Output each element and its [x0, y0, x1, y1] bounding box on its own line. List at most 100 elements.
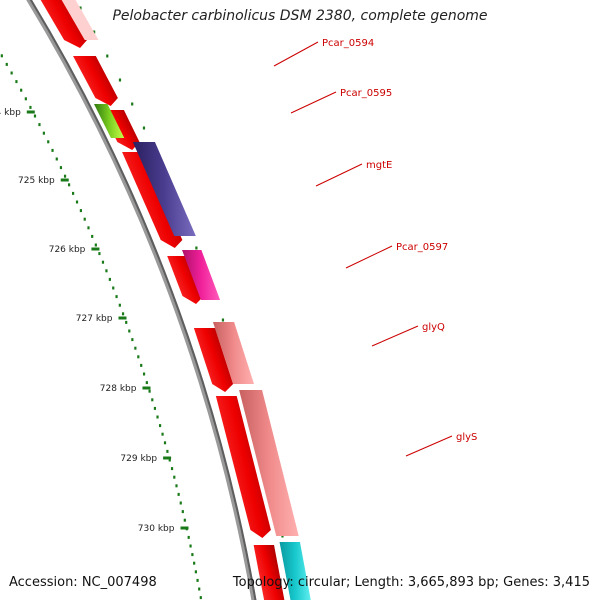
- gene-features: [40, 0, 311, 600]
- ruler-label: 724 kbp: [0, 108, 21, 118]
- major-tick: [180, 526, 189, 530]
- gene-label-4: glyQ: [422, 322, 445, 333]
- minor-tick: [189, 544, 192, 548]
- outer-tick: [93, 30, 96, 34]
- ruler-label: 728 kbp: [100, 384, 137, 394]
- minor-tick: [105, 269, 108, 273]
- minor-tick: [181, 510, 184, 514]
- minor-tick: [151, 398, 154, 402]
- minor-tick: [5, 62, 8, 66]
- ruler-label: 730 kbp: [138, 524, 175, 534]
- minor-tick: [131, 338, 134, 342]
- minor-tick: [63, 174, 67, 178]
- minor-tick: [183, 518, 186, 522]
- gene-label-2: mgtE: [366, 160, 392, 171]
- ruler-label: 725 kbp: [18, 176, 55, 186]
- minor-tick: [51, 148, 54, 152]
- cds-feature-2: [73, 56, 118, 106]
- minor-tick: [79, 209, 83, 213]
- backbone-line: [26, 0, 257, 600]
- minor-tick: [10, 71, 13, 75]
- minor-tick: [47, 140, 50, 144]
- cds-feature-5: [167, 256, 204, 304]
- minor-tick: [75, 200, 79, 204]
- major-tick: [163, 456, 172, 460]
- minor-tick: [198, 587, 201, 591]
- minor-tick: [177, 492, 180, 496]
- minor-tick: [59, 166, 63, 170]
- major-tick: [26, 110, 35, 114]
- minor-tick: [112, 286, 115, 290]
- minor-tick: [0, 54, 3, 58]
- minor-tick: [94, 243, 97, 247]
- minor-tick: [166, 449, 169, 453]
- outer-tick: [131, 102, 134, 106]
- minor-tick: [148, 389, 151, 393]
- minor-tick: [91, 234, 94, 238]
- genome-summary-text: Topology: circular; Length: 3,665,893 bp…: [232, 575, 590, 590]
- gene-label-3: Pcar_0597: [396, 242, 448, 253]
- minor-tick: [140, 363, 143, 367]
- feature-top-pale: [61, 0, 99, 40]
- cds-feature-1: [40, 0, 88, 48]
- minor-tick: [71, 191, 75, 195]
- minor-tick: [196, 578, 199, 582]
- outer-tick: [195, 246, 198, 250]
- minor-tick: [121, 312, 125, 316]
- minor-tick: [42, 131, 45, 135]
- minor-tick: [193, 561, 196, 565]
- minor-tick: [15, 80, 18, 84]
- major-tick: [118, 316, 127, 320]
- backbone-shadow: [29, 0, 257, 600]
- minor-tick: [142, 372, 146, 376]
- feature-glys: [239, 390, 299, 536]
- minor-tick: [38, 123, 41, 127]
- gene-label-1: Pcar_0595: [340, 88, 392, 99]
- minor-tick: [179, 501, 182, 505]
- minor-tick: [161, 432, 164, 436]
- cds-feature-7: [215, 396, 271, 538]
- outer-tick: [106, 54, 109, 58]
- outer-tick: [118, 78, 122, 82]
- leader-line: [290, 91, 337, 114]
- feature-glyq: [212, 322, 255, 384]
- leader-line: [273, 41, 319, 67]
- minor-tick: [156, 415, 159, 419]
- minor-tick: [175, 484, 178, 488]
- feature-pcar-0597: [182, 250, 221, 300]
- outer-tick: [142, 126, 146, 130]
- minor-tick: [115, 295, 118, 299]
- cds-feature-8: [253, 545, 285, 600]
- ruler-label: 726 kbp: [49, 245, 86, 255]
- minor-tick: [125, 320, 128, 324]
- minor-tick: [145, 381, 148, 385]
- minor-tick: [134, 346, 137, 350]
- cds-feature-6: [193, 328, 234, 392]
- minor-tick: [67, 183, 71, 187]
- minor-tick: [98, 252, 101, 256]
- outer-tick: [221, 318, 225, 322]
- ruler-label: 729 kbp: [120, 454, 157, 464]
- minor-tick: [83, 217, 86, 221]
- ruler-label: 727 kbp: [76, 314, 113, 324]
- major-tick: [142, 386, 151, 390]
- minor-tick: [118, 303, 121, 307]
- minor-tick: [168, 458, 171, 462]
- gene-label-0: Pcar_0594: [322, 38, 374, 49]
- minor-tick: [108, 277, 111, 281]
- map-title: Pelobacter carbinolicus DSM 2380, comple…: [112, 8, 488, 24]
- genome-backbone: [26, 0, 257, 600]
- feature-mgte: [132, 142, 196, 236]
- minor-tick: [163, 441, 167, 445]
- minor-tick: [153, 406, 157, 410]
- major-tick: [91, 247, 100, 251]
- minor-tick: [137, 355, 140, 359]
- feature-next-gene: [279, 542, 311, 600]
- minor-tick: [187, 535, 190, 539]
- minor-tick: [87, 226, 90, 230]
- leader-line: [371, 325, 419, 347]
- accession-text: Accession: NC_007498: [9, 575, 157, 590]
- outer-tick: [79, 6, 82, 10]
